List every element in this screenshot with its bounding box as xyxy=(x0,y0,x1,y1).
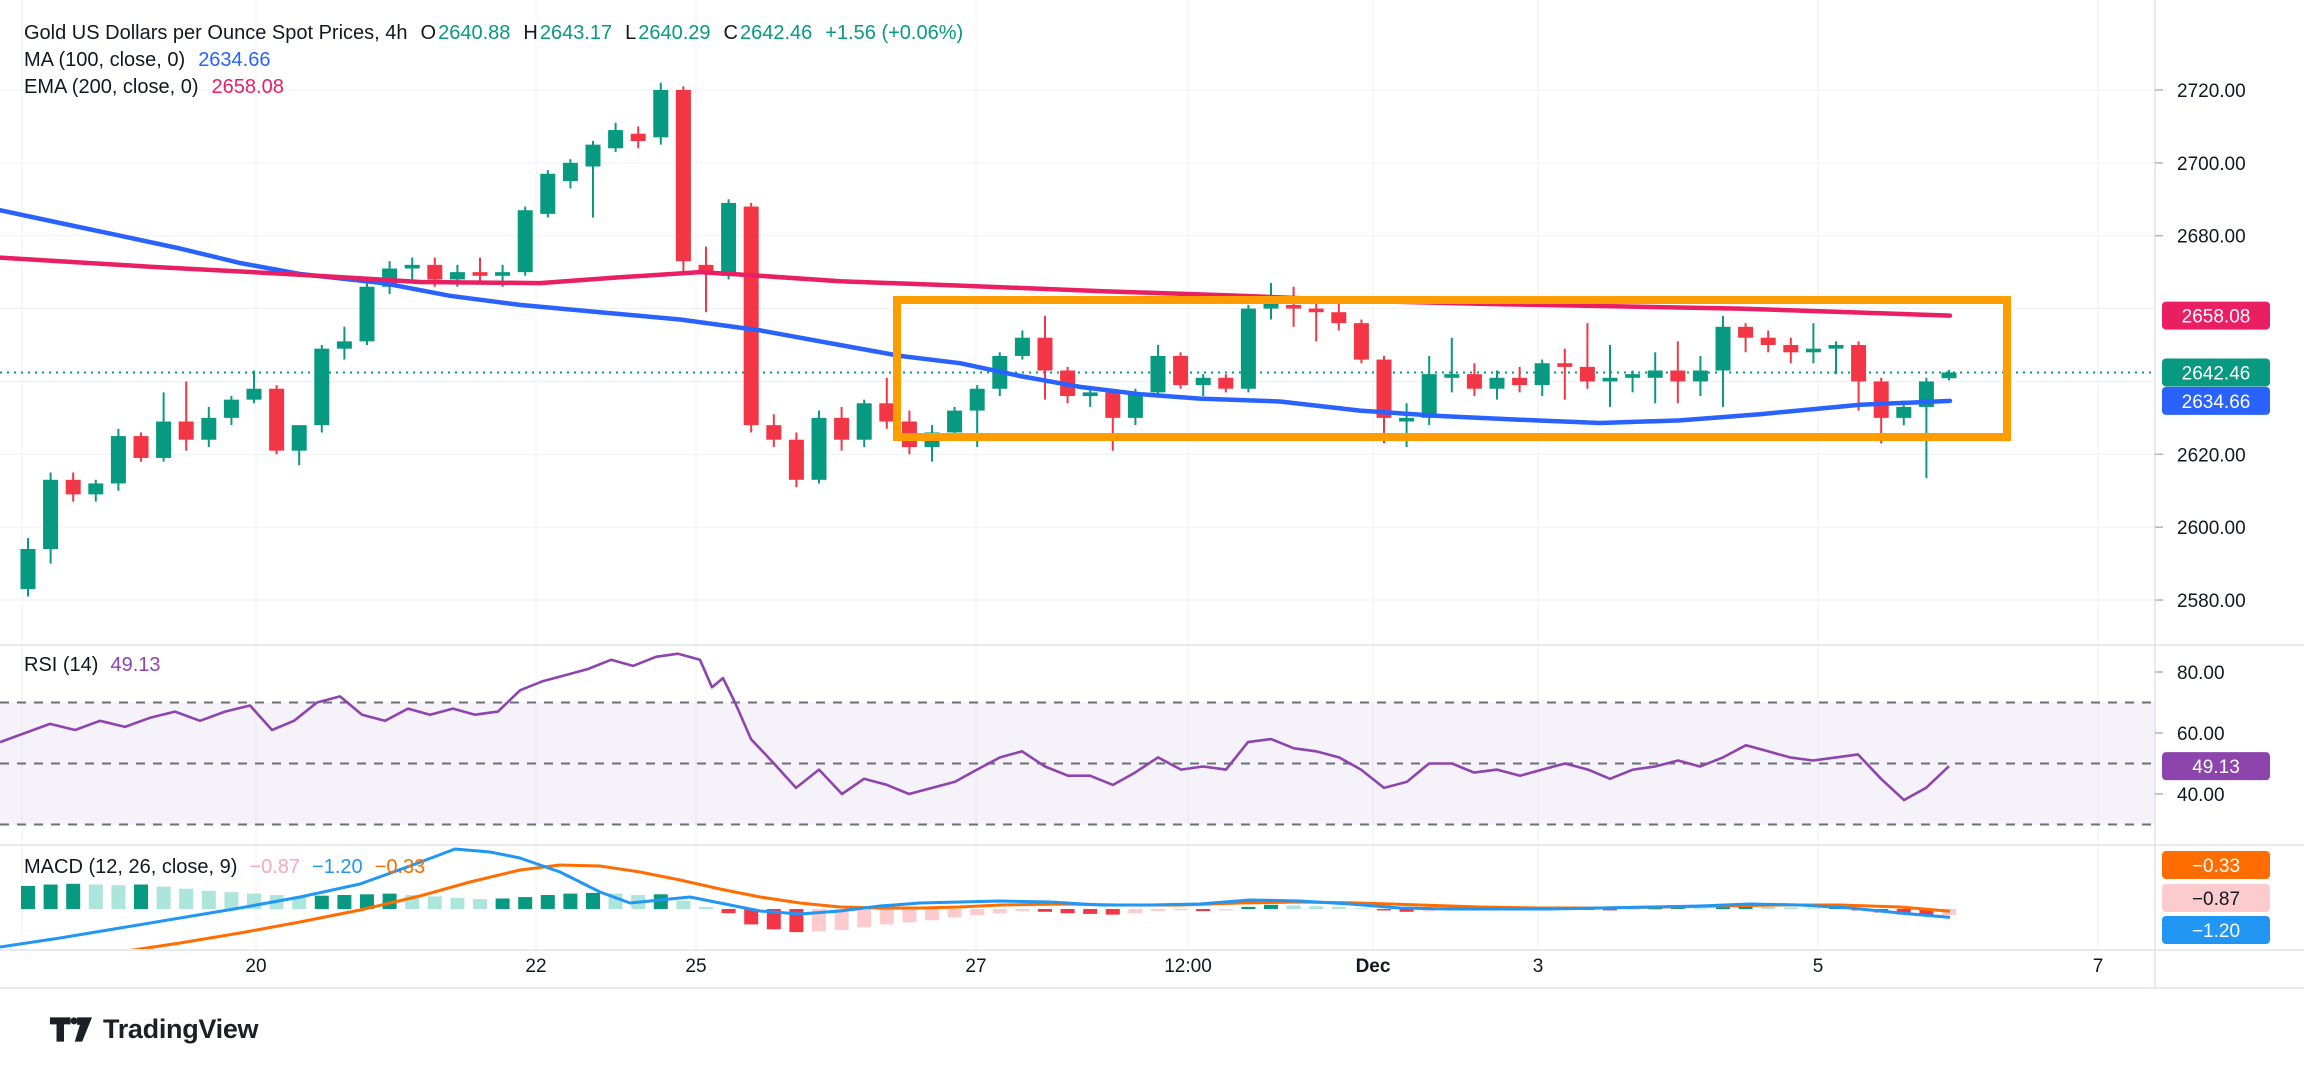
svg-text:22: 22 xyxy=(525,956,546,977)
svg-text:60.00: 60.00 xyxy=(2177,724,2225,745)
ohlc-low: L 2640.29 xyxy=(625,22,711,44)
svg-text:−0.87: −0.87 xyxy=(2192,889,2240,910)
svg-text:27: 27 xyxy=(965,956,986,977)
ma-legend-row[interactable]: MA (100, close, 0) 2634.66 xyxy=(24,47,963,73)
svg-text:2642.46: 2642.46 xyxy=(2182,363,2251,384)
panel-separators xyxy=(0,0,2304,989)
svg-text:5: 5 xyxy=(1813,956,1824,977)
ema-value: 2658.08 xyxy=(211,76,284,98)
svg-text:−1.20: −1.20 xyxy=(2192,921,2240,942)
svg-text:12:00: 12:00 xyxy=(1164,956,1212,977)
tradingview-logo[interactable]: TradingView xyxy=(50,1014,259,1045)
chart-legend[interactable]: Gold US Dollars per Ounce Spot Prices, 4… xyxy=(24,20,963,100)
svg-text:2680.00: 2680.00 xyxy=(2177,227,2246,248)
ohlc-close: C 2642.46 xyxy=(723,22,813,44)
macd-histogram-value: −0.87 xyxy=(249,856,301,878)
svg-text:2658.08: 2658.08 xyxy=(2182,307,2251,328)
svg-text:40.00: 40.00 xyxy=(2177,785,2225,806)
svg-text:7: 7 xyxy=(2093,956,2104,977)
svg-text:2634.66: 2634.66 xyxy=(2182,392,2251,413)
ema-label: EMA (200, close, 0) xyxy=(24,76,199,98)
rsi-value: 49.13 xyxy=(110,654,161,676)
symbol-title: Gold US Dollars per Ounce Spot Prices, 4… xyxy=(24,22,408,44)
svg-text:2600.00: 2600.00 xyxy=(2177,518,2246,539)
tradingview-logo-icon xyxy=(50,1017,92,1042)
macd-signal-value: −0.33 xyxy=(374,856,426,878)
svg-text:25: 25 xyxy=(685,956,706,977)
symbol-legend-row[interactable]: Gold US Dollars per Ounce Spot Prices, 4… xyxy=(24,20,963,46)
candles-layer[interactable] xyxy=(20,82,1957,597)
rsi-band xyxy=(0,701,2155,826)
time-axis[interactable]: 20 22 25 27 12:00 Dec 3 5 7 xyxy=(245,956,2103,977)
ma-value: 2634.66 xyxy=(198,49,271,71)
moving-average-lines xyxy=(0,207,1953,426)
macd-label: MACD (12, 26, close, 9) xyxy=(24,856,238,878)
rsi-legend-row[interactable]: RSI (14) 49.13 xyxy=(24,654,161,677)
tradingview-logo-text: TradingView xyxy=(103,1014,259,1044)
svg-text:2700.00: 2700.00 xyxy=(2177,154,2246,175)
rsi-layer xyxy=(0,652,1950,802)
ma-label: MA (100, close, 0) xyxy=(24,49,186,71)
svg-text:49.13: 49.13 xyxy=(2192,757,2240,778)
price-axis[interactable]: 2720.00 2700.00 2680.00 2620.00 2600.00 2580.… xyxy=(2155,81,2246,806)
svg-text:2580.00: 2580.00 xyxy=(2177,591,2246,612)
svg-text:3: 3 xyxy=(1533,956,1544,977)
ohlc-open: O 2640.88 xyxy=(420,22,511,44)
axis-badges: 2658.08 2642.46 2634.66 49.13 −0.33 −0.87 −1.2… xyxy=(2162,301,2270,944)
svg-text:2620.00: 2620.00 xyxy=(2177,445,2246,466)
rsi-label: RSI (14) xyxy=(24,654,99,676)
macd-line-value: −1.20 xyxy=(312,856,363,878)
svg-text:20: 20 xyxy=(245,956,266,977)
ohlc-high: H 2643.17 xyxy=(523,22,613,44)
macd-legend-row[interactable]: MACD (12, 26, close, 9) −0.87 −1.20 −0.3… xyxy=(24,856,425,879)
svg-text:80.00: 80.00 xyxy=(2177,663,2225,684)
svg-text:Dec: Dec xyxy=(1356,956,1391,977)
ema-legend-row[interactable]: EMA (200, close, 0) 2658.08 xyxy=(24,74,963,100)
svg-text:−0.33: −0.33 xyxy=(2192,856,2240,877)
highlight-box[interactable] xyxy=(893,296,2011,441)
svg-text:2720.00: 2720.00 xyxy=(2177,81,2246,102)
macd-layer xyxy=(0,847,1956,949)
change-value: +1.56 (+0.06%) xyxy=(825,22,964,44)
